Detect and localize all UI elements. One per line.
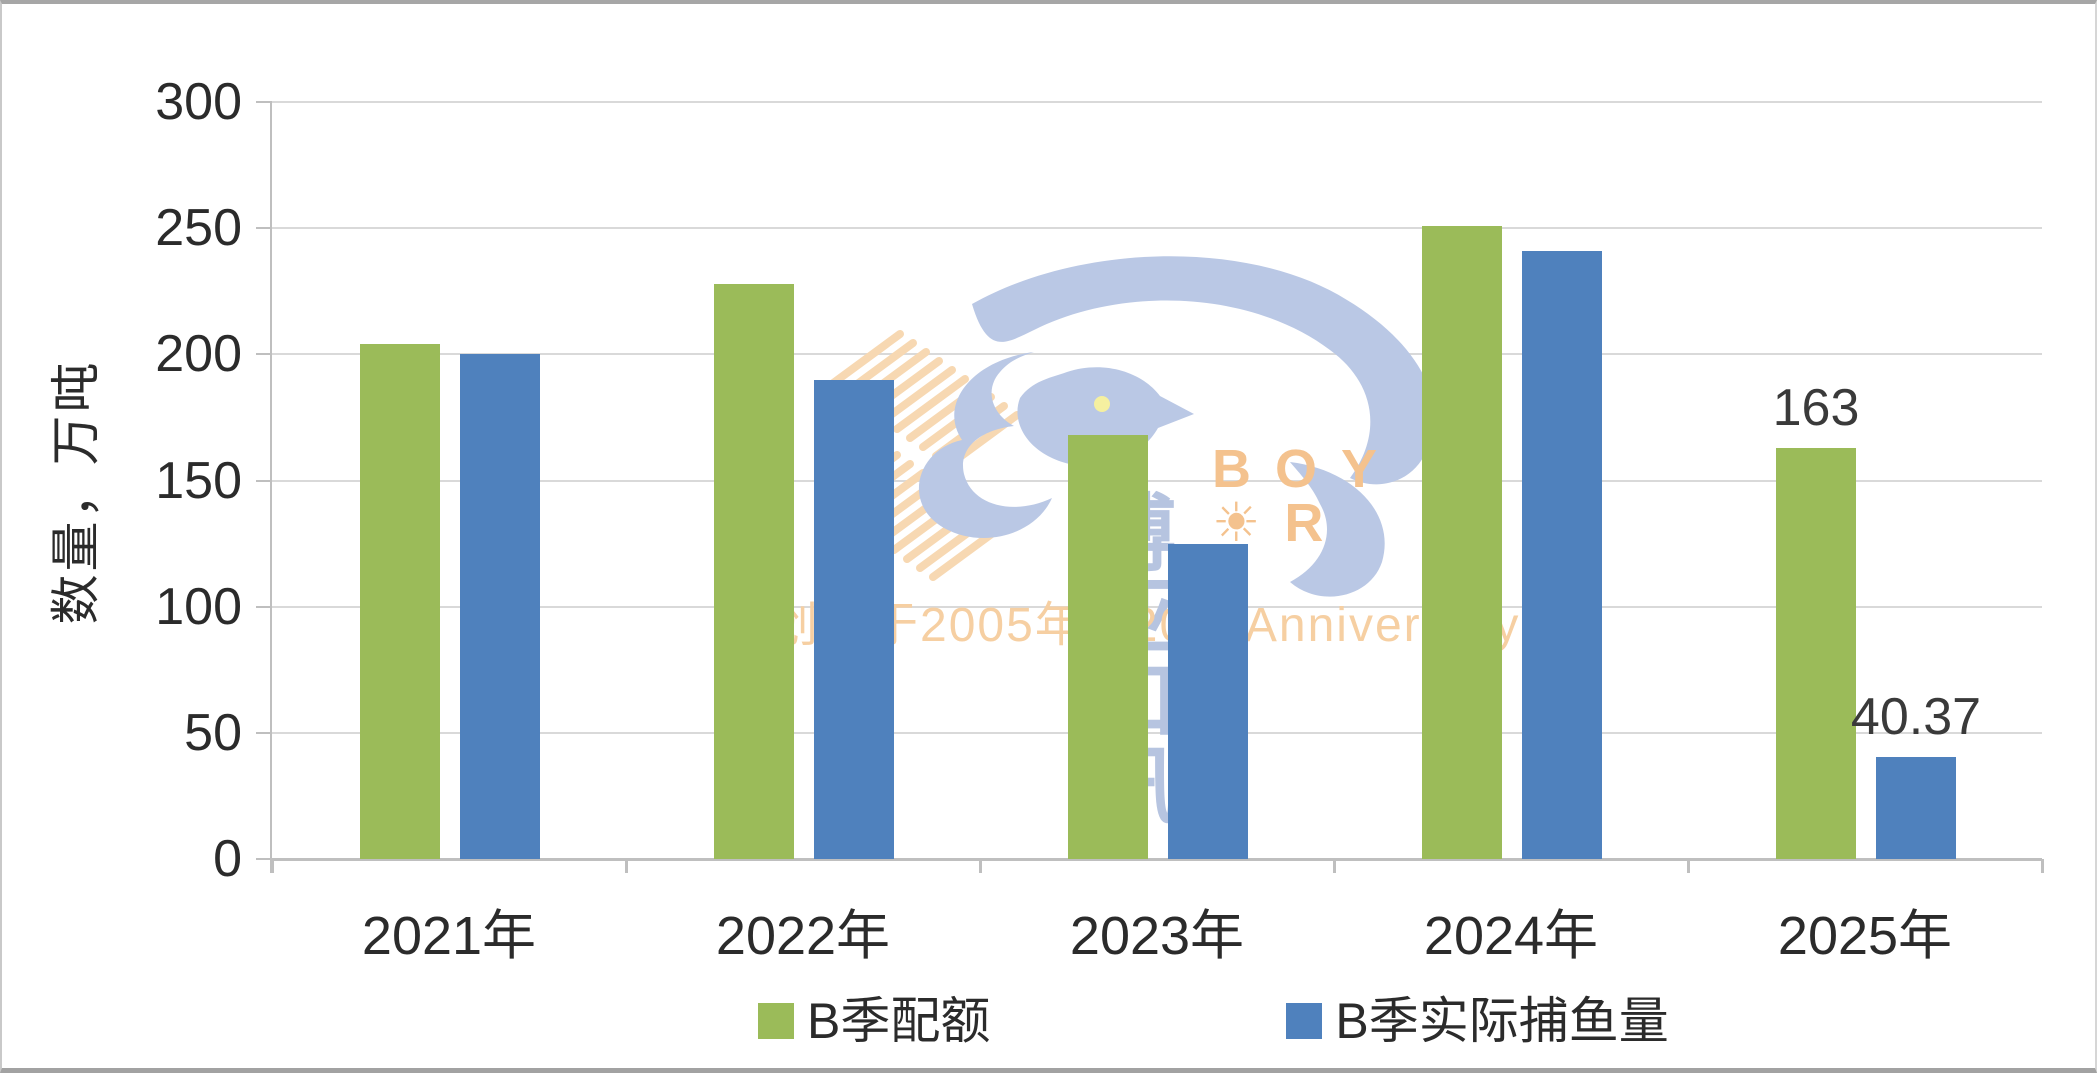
bar-B季实际捕鱼量-2025年	[1876, 757, 1956, 859]
swallow-body	[918, 256, 1435, 597]
bar-B季配额-2022年	[714, 283, 794, 859]
legend-swatch-actual-catch	[1286, 1003, 1323, 1039]
y-tick-150	[256, 479, 272, 482]
y-tick-label-100: 100	[155, 577, 242, 636]
x-tick-3	[1333, 859, 1336, 873]
x-category-label-2024年: 2024年	[1423, 906, 1599, 966]
gridline-200	[272, 353, 2042, 356]
y-tick-200	[256, 353, 272, 356]
x-tick-4	[1687, 859, 1690, 873]
legend: B季配额 B季实际捕鱼量	[758, 996, 1669, 1046]
x-category-label-2021年: 2021年	[361, 906, 537, 966]
legend-item-quota: B季配额	[758, 996, 990, 1046]
gridline-250	[272, 227, 2042, 230]
bar-B季配额-2023年	[1068, 435, 1148, 859]
gridline-300	[272, 101, 2042, 103]
y-tick-100	[256, 605, 272, 608]
bar-B季实际捕鱼量-2022年	[814, 379, 894, 859]
y-tick-250	[256, 227, 272, 230]
swallow-eye	[1094, 396, 1110, 412]
bar-B季实际捕鱼量-2024年	[1522, 250, 1602, 859]
legend-label-quota: B季配额	[807, 993, 991, 1049]
x-category-label-2023年: 2023年	[1069, 906, 1245, 966]
legend-label-actual-catch: B季实际捕鱼量	[1335, 993, 1669, 1049]
x-category-label-2022年: 2022年	[715, 906, 891, 966]
y-tick-label-200: 200	[155, 325, 242, 384]
y-tick-label-150: 150	[155, 451, 242, 510]
y-tick-label-300: 300	[155, 73, 242, 131]
watermark-brand-en: BOY☀R	[1212, 439, 1402, 553]
bar-B季实际捕鱼量-2023年	[1168, 543, 1248, 859]
x-tick-2	[979, 859, 982, 873]
y-tick-50	[256, 731, 272, 734]
bar-B季配额-2021年	[360, 344, 440, 859]
y-tick-label-0: 0	[213, 830, 242, 888]
y-tick-300	[256, 101, 272, 103]
bar-B季配额-2024年	[1422, 225, 1502, 859]
legend-swatch-quota	[758, 1003, 794, 1039]
x-tick-0	[271, 859, 274, 873]
y-tick-0	[256, 858, 272, 860]
bar-B季实际捕鱼量-2021年	[460, 354, 540, 859]
legend-item-actual-catch: B季实际捕鱼量	[1286, 993, 1669, 1049]
x-category-label-2025年: 2025年	[1777, 906, 1953, 966]
bar-B季配额-2025年	[1776, 447, 1856, 859]
data-label-2025年-B季配额: 163	[1772, 378, 1860, 437]
data-label-2025年-B季实际捕鱼量: 40.37	[1850, 688, 1982, 747]
x-tick-1	[625, 859, 628, 873]
y-tick-label-50: 50	[184, 703, 242, 762]
x-tick-5	[2041, 859, 2044, 873]
y-axis-title: 数量，万吨	[48, 359, 104, 625]
y-axis-line	[270, 102, 272, 873]
gridline-100	[272, 605, 2042, 608]
gridline-150	[272, 479, 2042, 482]
y-tick-label-250: 250	[155, 199, 242, 258]
gridline-50	[272, 731, 2042, 734]
x-axis-line	[270, 858, 2042, 861]
